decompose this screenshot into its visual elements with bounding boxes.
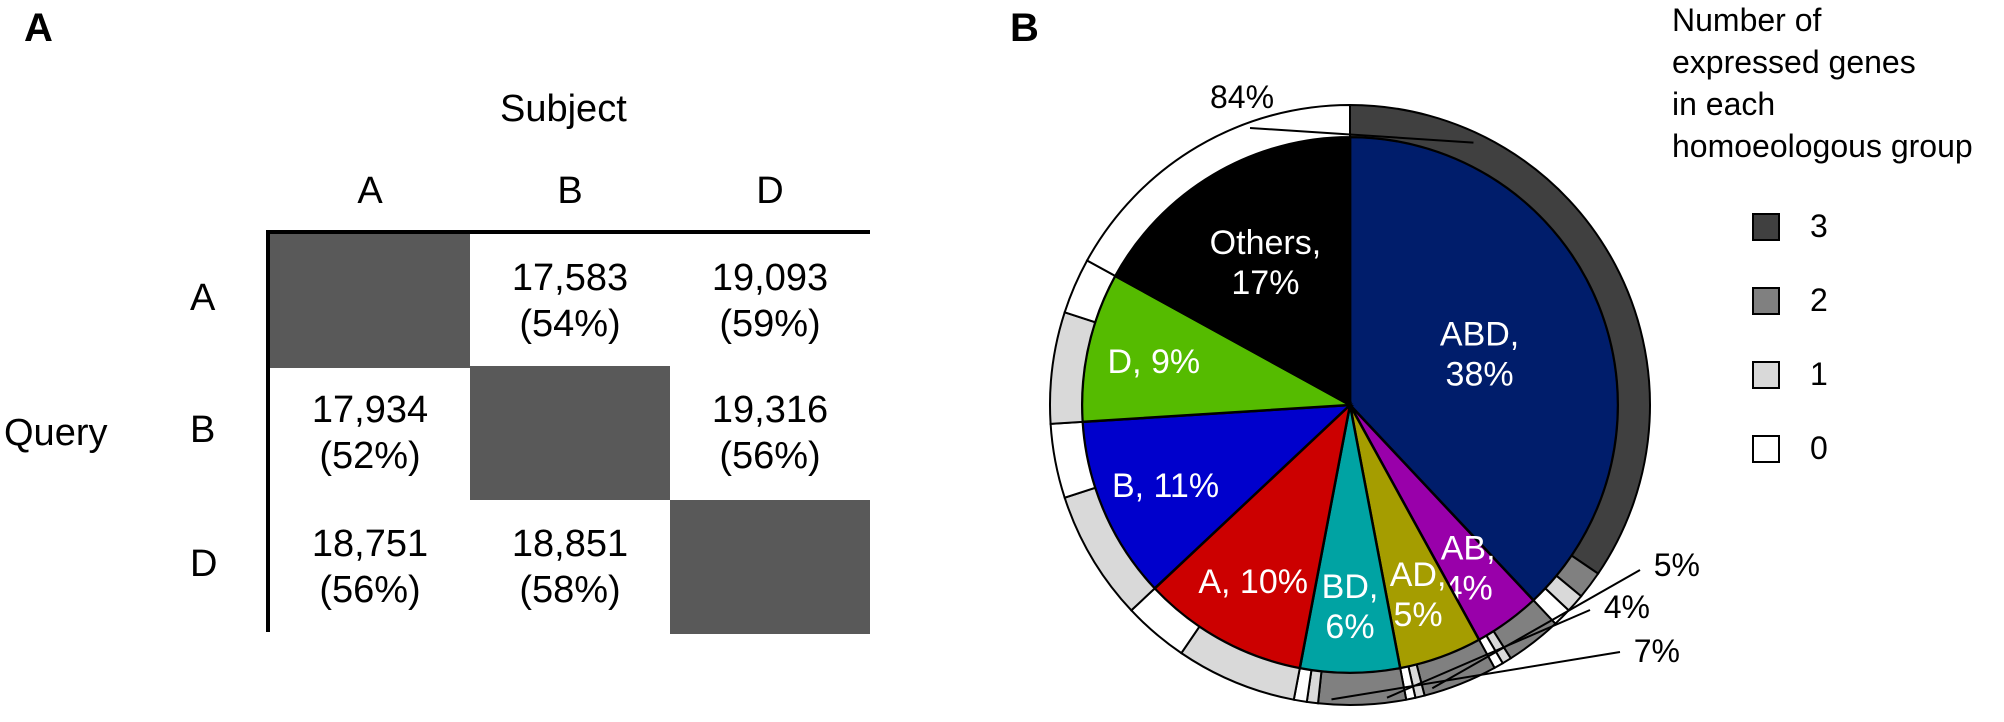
leader-line [1249,127,1474,144]
slice-label: BD, 6% [1322,568,1379,646]
cell-percent: (59%) [719,303,821,345]
matrix-top-line [266,230,870,234]
cell-percent: (58%) [519,569,621,611]
legend-item: 1 [1752,356,1828,393]
legend-label: 2 [1810,282,1828,318]
legend-swatch [1752,434,1780,463]
ring-summary-label: 4% [1604,589,1650,625]
slice-label: D, 9% [1108,343,1201,381]
column-header-d: D [756,170,784,212]
cell-percent: (56%) [719,435,821,477]
cell-count: 17,583 [511,257,629,299]
column-header-b: B [557,170,583,212]
ring-summary-label: 5% [1654,547,1700,583]
matrix-cell: 18,751 (56%) [270,500,470,634]
legend-item: 2 [1752,282,1828,319]
matrix-cell: 18,851 (58%) [470,500,670,634]
ring-summary-label: 84% [1210,79,1274,115]
cell-percent: (54%) [519,303,621,345]
cell-count: 18,851 [511,523,629,565]
row-header-a: A [190,277,216,319]
matrix-cell-diagonal [670,500,870,634]
legend-swatch [1752,360,1780,389]
slice-label: A, 10% [1198,563,1308,601]
cell-count: 19,316 [711,389,829,431]
subject-axis-title: Subject [500,88,627,130]
legend-swatch [1752,212,1780,241]
ring-summary-label: 7% [1634,633,1680,669]
legend-title-line: homoeologous group [1672,128,1973,164]
matrix-cell: 19,093 (59%) [670,234,870,368]
legend-swatch [1752,286,1780,315]
cell-count: 18,751 [311,523,429,565]
legend-label: 3 [1810,208,1828,244]
panel-a-label: A [24,6,53,50]
matrix-cell: 17,934 (52%) [270,366,470,500]
matrix-left-line [266,230,270,632]
pie-chart: ABD, 38%AB, 4%AD, 5%BD, 6%A, 10%B, 11%D, 9%O… [1049,79,1700,706]
matrix-cell: 19,316 (56%) [670,366,870,500]
leader-line [1431,569,1641,690]
legend-label: 0 [1810,430,1828,466]
query-axis-title: Query [4,412,108,454]
slice-label: AD, 5% [1390,556,1447,634]
legend-item: 3 [1752,208,1828,245]
legend-item: 0 [1752,430,1828,467]
cell-count: 17,934 [311,389,429,431]
slice-label: Others, 17% [1210,224,1321,302]
row-header-b: B [190,409,216,451]
matrix-cell-diagonal [270,234,470,368]
ring-segment [1316,667,1408,706]
panel-b-label: B [1010,6,1039,50]
cell-count: 19,093 [711,257,829,299]
ring-segment [1085,103,1351,278]
legend-title-line: expressed genes [1672,44,1916,80]
matrix-cell-diagonal [470,366,670,500]
leader-line [1386,609,1591,699]
leader-line [1331,651,1621,701]
slice-label: ABD, 38% [1440,316,1519,394]
slice-label: B, 11% [1112,467,1219,505]
cell-percent: (52%) [319,435,421,477]
legend-label: 1 [1810,356,1828,392]
legend-title-line: Number of [1672,2,1822,38]
column-header-a: A [357,170,383,212]
cell-percent: (56%) [319,569,421,611]
matrix-cell: 17,583 (54%) [470,234,670,368]
legend-title-line: in each [1672,86,1776,122]
row-header-d: D [190,543,218,585]
